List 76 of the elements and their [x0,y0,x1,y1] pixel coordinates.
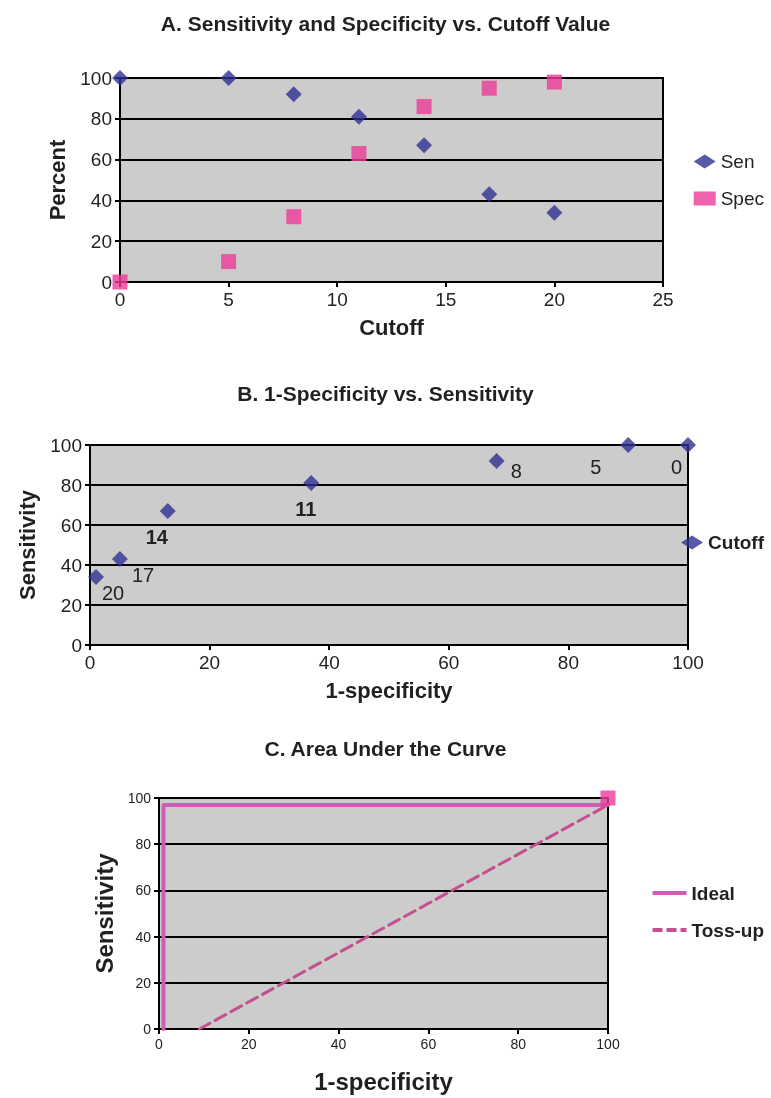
y-tick-label: 60 [90,149,112,171]
x-tick-label: 20 [543,289,565,310]
x-tick-label: 5 [223,289,234,310]
y-tick-label: 0 [101,271,112,293]
legend-label: Toss-up [691,919,765,941]
x-tick-label: 100 [672,652,704,673]
x-tick-label: 80 [557,652,579,673]
point [286,209,302,225]
x-tick-label: 10 [326,289,348,310]
y-tick-label: 60 [60,514,82,536]
point [112,70,128,86]
annotation: 5 [590,456,602,478]
x-tick-label: 40 [318,652,340,673]
point [481,186,498,203]
x-tick-label: 60 [438,652,460,673]
x-tick-label: 100 [596,1036,620,1052]
y-tick-label: 20 [60,594,82,616]
point [159,503,176,519]
annotation: 14 [145,526,169,548]
y-tick-label: 80 [90,108,112,130]
y-tick-label: 0 [143,1021,152,1037]
x-tick-label: 60 [420,1036,437,1052]
y-tick-label: 0 [71,634,82,656]
annotation: 11 [295,498,317,520]
x-tick-label: 25 [652,289,674,310]
point [620,437,637,453]
chart-title: A. Sensitivity and Specificity vs. Cutoff Value [160,12,611,35]
point [221,254,237,270]
legend-label: Spec [720,188,765,209]
point [351,145,367,161]
x-tick-label: 80 [510,1036,527,1052]
point [680,437,696,453]
annotation: 17 [131,564,155,586]
legend-label: Ideal [691,882,735,904]
chart-title: C. Area Under the Curve [264,737,507,760]
y-tick-label: 100 [50,434,82,456]
y-tick-label: 60 [135,882,152,899]
y-axis-title: Sensitivity [91,852,119,974]
point [416,137,433,154]
x-tick-label: 0 [114,289,126,310]
x-axis-title: 1-specificity [325,677,454,703]
x-axis-title: Cutoff [359,314,425,340]
legend-label: Sen [720,151,755,172]
point [220,70,237,86]
y-tick-label: 20 [135,974,152,991]
annotation: 8 [510,460,522,482]
y-tick-label: 80 [135,836,152,853]
point [416,99,432,115]
point [87,569,104,585]
y-axis-title: Sensitivity [14,489,40,601]
y-tick-label: 100 [80,67,112,89]
point [546,74,562,90]
point [303,475,320,491]
x-axis-title: 1-specificity [314,1067,454,1095]
y-axis-title: Percent [44,138,70,221]
point [285,86,302,103]
x-tick-label: 40 [330,1036,347,1052]
point [481,80,497,96]
y-tick-label: 20 [90,230,112,252]
point [350,108,367,125]
point [111,551,128,567]
x-tick-label: 0 [155,1036,164,1052]
x-tick-label: 20 [241,1036,257,1052]
annotation: 0 [671,456,683,478]
x-tick-label: 20 [199,652,221,673]
point [112,274,128,290]
y-tick-label: 40 [60,554,82,576]
y-tick-label: 80 [60,474,82,496]
point [546,204,563,221]
x-tick-label: 15 [435,289,457,310]
y-tick-label: 40 [90,189,112,211]
y-tick-label: 40 [135,928,152,945]
point [488,453,505,469]
chart-title: B. 1-Specificity vs. Sensitivity [237,382,535,405]
y-tick-label: 100 [127,790,152,806]
legend-label: Cutoff [708,532,765,553]
